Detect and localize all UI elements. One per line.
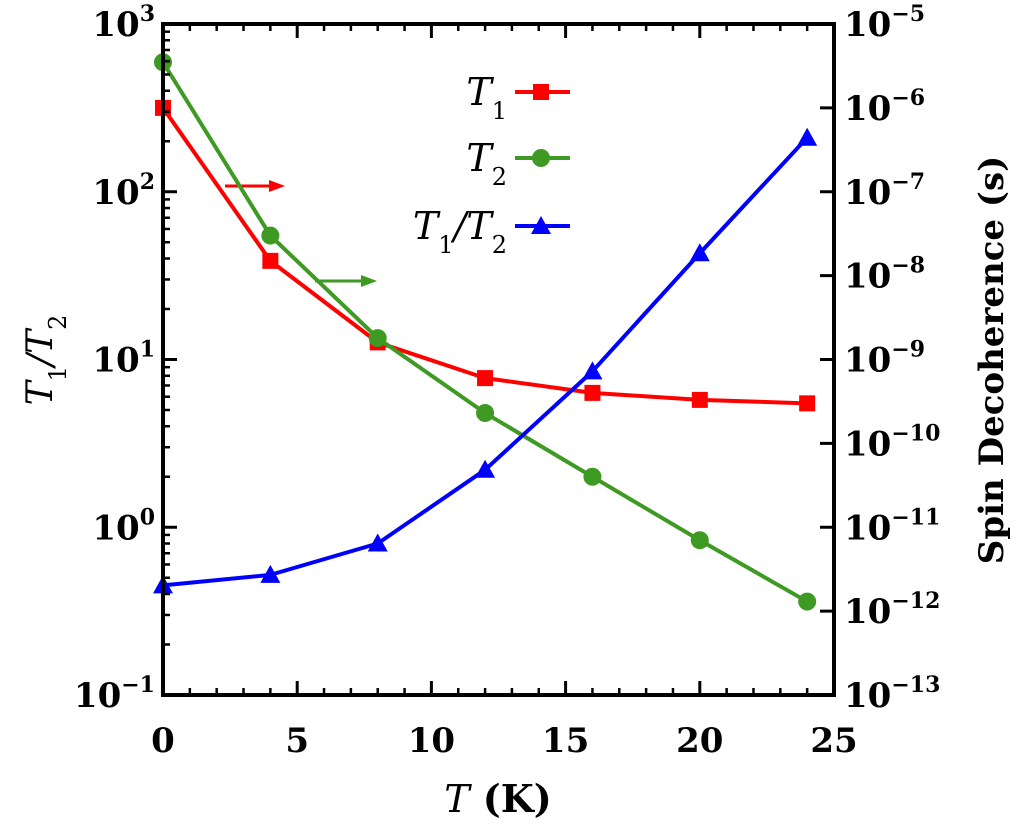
x-axis-title: T (K): [444, 776, 552, 821]
legend-marker-t2: [532, 149, 550, 167]
data-point-t2: [476, 404, 495, 423]
data-point-t2: [798, 592, 817, 611]
right-tick-label: 10−13: [844, 672, 940, 716]
data-point-t1-t2: [367, 533, 388, 552]
left-tick-label: 102: [92, 169, 155, 213]
legend-marker-t1: [533, 84, 549, 100]
right-tick-label: 10−12: [844, 588, 940, 632]
left-axis-title: T1/T2: [20, 315, 72, 406]
legend-label-t1-t2: T1/T2: [413, 204, 507, 259]
data-point-t1-t2: [475, 459, 496, 478]
data-point-t1-t2: [582, 361, 603, 380]
annotation-arrow-head: [361, 275, 377, 287]
data-point-t1: [799, 395, 816, 412]
data-point-t2: [368, 329, 387, 348]
right-tick-label: 10−7: [844, 169, 925, 213]
legend-marker-t1-t2: [531, 216, 551, 234]
right-axis-title: Spin Decoherence (s): [972, 156, 1012, 564]
left-tick-label: 103: [92, 1, 155, 45]
chart-ticks: 0 5 10 15 20 25 10−1 100 101 102 103 10−13 10−12 10−1…: [74, 1, 940, 761]
legend-label-t1: T1: [466, 70, 507, 125]
left-tick-label: 100: [92, 504, 155, 548]
data-point-t1-t2: [689, 243, 710, 262]
x-tick-label: 15: [542, 721, 589, 761]
data-point-t1: [584, 384, 601, 401]
x-tick-label: 20: [676, 721, 723, 761]
right-tick-label: 10−8: [844, 253, 925, 297]
x-tick-label: 0: [151, 721, 175, 761]
data-point-t1: [691, 391, 708, 408]
x-tick-label: 5: [285, 721, 309, 761]
right-tick-label: 10−6: [844, 85, 925, 129]
right-tick-label: 10−5: [844, 1, 925, 45]
left-tick-label: 101: [92, 337, 155, 381]
right-tick-label: 10−11: [844, 504, 940, 548]
data-point-t2: [690, 531, 709, 550]
legend-label-t2: T2: [466, 136, 507, 191]
data-point-t1: [262, 252, 279, 269]
x-tick-label: 10: [408, 721, 455, 761]
data-point-t2: [583, 467, 602, 486]
right-tick-label: 10−9: [844, 337, 925, 381]
chart-legend: T1 T2 T1/T2: [413, 70, 570, 259]
data-point-t1: [477, 370, 494, 387]
x-tick-label: 25: [810, 721, 857, 761]
left-tick-label: 10−1: [74, 672, 155, 716]
data-point-t1-t2: [260, 564, 281, 583]
annotation-arrow-head: [269, 180, 285, 192]
data-point-t2: [261, 226, 280, 245]
data-point-t1-t2: [797, 127, 818, 146]
right-tick-label: 10−10: [844, 420, 940, 464]
